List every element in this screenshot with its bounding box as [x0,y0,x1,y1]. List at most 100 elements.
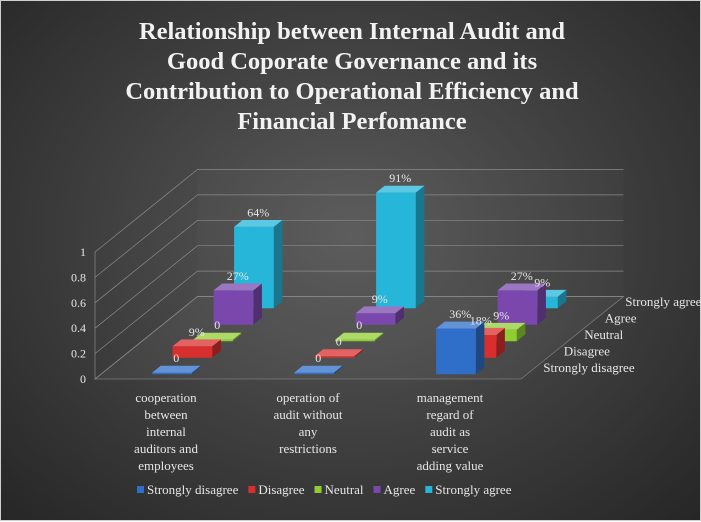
category-label: internal [146,424,186,439]
bar-side-face [496,327,505,358]
bar [172,339,221,358]
depth-axis-label: Neutral [584,327,623,342]
bar [314,349,363,358]
bar-side-face [374,332,384,342]
gridline [94,194,624,278]
bar-side-face [191,365,201,375]
bar-front-face [497,290,538,325]
data-label: 0 [315,351,321,365]
gridline [94,245,624,329]
bar-front-face [213,290,254,325]
y-tick-label: 0.6 [71,296,86,310]
bar-top-face [172,339,221,347]
legend-item: Agree [373,482,416,497]
data-label: 27% [227,269,249,283]
bar-side-face [232,332,242,342]
legend-swatch [314,486,322,493]
title-line: Financial Perfomance [237,108,466,135]
bar-side-face [516,322,526,342]
y-axis-ticks: 0 0.2 0.4 0.6 0.8 1 [71,245,86,386]
bar-top-face [314,349,363,357]
bar [213,283,262,325]
category-label: auditors and [134,441,198,456]
bar-side-face [557,289,567,309]
bar-front-face [314,356,355,358]
category-label: service [432,441,469,456]
bar-top-face [355,306,404,314]
data-label: 9% [372,292,388,306]
bar-front-face [376,192,416,309]
category-label: any [299,424,318,439]
gridline [94,270,624,354]
category-label: audit as [430,424,470,439]
legend-label: Neutral [325,482,364,497]
legend-swatch [248,486,256,493]
bar-top-face [193,332,242,340]
depth-axis-label: Agree [605,310,637,325]
legend: Strongly disagree Disagree Neutral Agree Str… [137,482,512,497]
gridline [94,296,624,380]
data-label: 0 [356,318,362,332]
data-label: 9% [534,275,550,289]
chart-title: Relationship between Internal Audit and G… [125,18,579,135]
category-label: adding value [417,458,484,473]
y-tick-label: 1 [80,245,86,259]
category-label: management [417,390,484,405]
data-label: 36% [449,307,471,321]
bar-top-face [497,283,546,291]
title-line: Contribution to Operational Efficiency a… [125,78,579,105]
category-label: audit without [274,407,343,422]
gridlines [94,169,624,380]
category-label: regard of [426,407,474,422]
legend-swatch [137,486,144,493]
data-label: 64% [247,205,269,219]
bar-front-face [152,372,192,375]
data-labels: 64%91%9%27%9%27%0 09%9%018%0 036% [173,171,550,365]
y-tick-label: 0.8 [71,270,86,284]
bar [497,283,546,325]
title-line: Relationship between Internal Audit and [139,18,565,45]
data-label: 0 [336,335,342,349]
depth-axis-label: Disagree [564,343,610,358]
bar-front-face [172,346,213,358]
data-label: 9% [189,325,205,339]
data-label: 9% [493,308,509,322]
data-label: 18% [470,313,492,327]
bar-top-face [335,332,384,340]
bar-side-face [415,185,425,309]
legend-item: Disagree [248,482,305,497]
data-label: 0 [173,351,179,365]
bar-side-face [475,321,485,375]
bar-side-face [273,220,283,309]
bar-top-face [152,365,201,373]
legend-label: Strongly agree [435,482,511,497]
bar-side-face [537,283,546,325]
bar-top-face [234,220,283,227]
legend-swatch [373,486,381,493]
data-label: 0 [214,318,220,332]
legend-label: Disagree [258,482,304,497]
bar [335,332,384,342]
bar [152,365,201,375]
x-axis-labels: cooperation between internal auditors and em… [134,390,484,473]
legend-item: Neutral [314,482,364,497]
depth-axis-label: Strongly disagree [543,360,635,375]
bar-side-face [354,349,363,358]
data-label: 27% [511,269,533,283]
title-line: Good Coporate Governance and its [167,48,537,75]
category-label: restrictions [279,441,337,456]
bar-side-face [212,339,221,358]
bar-side-face [253,283,262,325]
gridline [94,219,624,304]
bar-front-face [355,313,396,325]
bar [376,185,425,309]
data-label: 91% [389,171,411,185]
category-label: operation of [276,390,340,405]
bar-top-face [294,365,343,373]
bar-side-face [395,306,404,325]
legend-label: Strongly disagree [147,482,239,497]
bar-front-face [335,339,375,342]
